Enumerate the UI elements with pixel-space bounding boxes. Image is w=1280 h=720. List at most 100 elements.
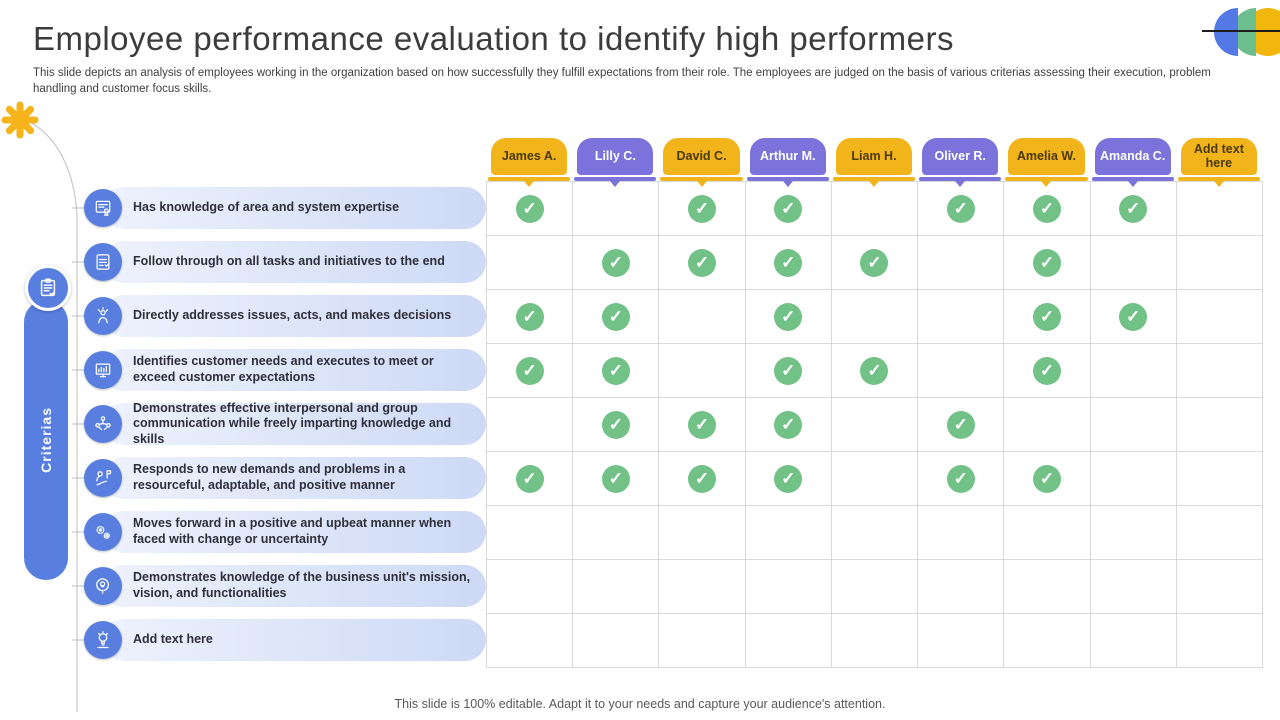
grid-cell — [831, 398, 919, 452]
header-pointer-icon — [610, 181, 621, 187]
employee-name-tab: Amelia W. — [1008, 138, 1085, 175]
grid-cell: ✓ — [1090, 290, 1177, 344]
grid-cell: ✓ — [745, 344, 832, 398]
check-icon: ✓ — [774, 194, 803, 223]
check-icon: ✓ — [946, 410, 975, 439]
grid-cell — [1090, 398, 1177, 452]
grid-cell — [918, 344, 1005, 398]
grid-cell — [1004, 614, 1091, 668]
criteria-label: Responds to new demands and problems in … — [103, 457, 486, 499]
check-icon: ✓ — [601, 248, 630, 277]
header-underline — [746, 177, 829, 181]
check-icon: ✓ — [946, 464, 975, 493]
check-icon: ✓ — [860, 356, 889, 385]
column-header: Amanda C. — [1090, 138, 1176, 187]
grid-cell — [831, 290, 919, 344]
grid-cell — [659, 290, 746, 344]
grid-cell: ✓ — [487, 344, 574, 398]
grid-cell — [659, 506, 746, 560]
criteria-row: Demonstrates knowledge of the business u… — [84, 559, 486, 613]
grid-cell: ✓ — [745, 236, 832, 290]
header-underline — [1005, 177, 1088, 181]
evaluation-grid: ✓ ✓ ✓ ✓ ✓ ✓ ✓ ✓ ✓ ✓ ✓ ✓ ✓ ✓ ✓ ✓ ✓ ✓ ✓ ✓ ✓ ✓ ✓ ✓ ✓ ✓ ✓ ✓ ✓ ✓ ✓ — [486, 181, 1263, 668]
criteria-row: Follow through on all tasks and initiati… — [84, 235, 486, 289]
employee-name-tab: Lilly C. — [577, 138, 654, 175]
grid-cell — [487, 560, 574, 614]
header-pointer-icon — [955, 181, 966, 187]
grid-cell — [1090, 506, 1177, 560]
header-underline — [488, 177, 571, 181]
grid-cell — [831, 452, 919, 506]
grid-cell: ✓ — [1004, 182, 1091, 236]
grid-cell: ✓ — [1004, 290, 1091, 344]
grid-cell — [1176, 398, 1263, 452]
certificate-icon — [84, 189, 122, 227]
header-pointer-icon — [1213, 181, 1224, 187]
grid-cell: ✓ — [1090, 182, 1177, 236]
grid-cell: ✓ — [1004, 344, 1091, 398]
grid-cell — [1176, 290, 1263, 344]
grid-cell — [1176, 182, 1263, 236]
header-pointer-icon — [868, 181, 879, 187]
starburst-icon — [1, 101, 39, 139]
column-header: Lilly C. — [572, 138, 658, 187]
mission-bulb-icon — [84, 567, 122, 605]
brand-logo — [1202, 8, 1280, 56]
check-icon: ✓ — [774, 248, 803, 277]
task-check-icon — [84, 243, 122, 281]
check-icon: ✓ — [515, 464, 544, 493]
grid-cell — [1090, 560, 1177, 614]
grid-cell — [918, 290, 1005, 344]
grid-cell — [487, 614, 574, 668]
criteria-label: Demonstrates effective interpersonal and… — [103, 401, 486, 446]
grid-cell: ✓ — [831, 344, 919, 398]
grid-cell: ✓ — [1004, 236, 1091, 290]
grid-cell — [573, 182, 660, 236]
grid-cell — [1176, 506, 1263, 560]
grid-cell — [1004, 506, 1091, 560]
grid-cell: ✓ — [659, 236, 746, 290]
grid-cell — [487, 506, 574, 560]
add-text-placeholder-column[interactable]: Add text here — [1180, 138, 1257, 175]
grid-cell: ✓ — [573, 236, 660, 290]
check-icon: ✓ — [1032, 464, 1061, 493]
header-underline — [660, 177, 743, 181]
grid-cell — [1176, 452, 1263, 506]
adaptability-icon — [84, 459, 122, 497]
grid-cell — [918, 236, 1005, 290]
header-pointer-icon — [1127, 181, 1138, 187]
criteria-label: Directly addresses issues, acts, and mak… — [103, 295, 486, 337]
grid-cell — [918, 506, 1005, 560]
grid-cell: ✓ — [745, 182, 832, 236]
grid-cell: ✓ — [487, 182, 574, 236]
grid-cell: ✓ — [745, 452, 832, 506]
check-icon: ✓ — [688, 194, 717, 223]
check-icon: ✓ — [774, 464, 803, 493]
grid-cell — [1090, 452, 1177, 506]
grid-cell — [487, 398, 574, 452]
grid-cell: ✓ — [573, 344, 660, 398]
column-header: Oliver R. — [917, 138, 1003, 187]
grid-cell — [1176, 614, 1263, 668]
criteria-row: Add text here — [84, 613, 486, 667]
footer-note: This slide is 100% editable. Adapt it to… — [394, 697, 886, 711]
check-icon: ✓ — [860, 248, 889, 277]
add-text-placeholder-row[interactable]: Add text here — [103, 619, 486, 661]
grid-cell — [1176, 236, 1263, 290]
grid-cell — [659, 560, 746, 614]
employee-name-tab: Arthur M. — [749, 138, 826, 175]
sidebar-label: Criterias — [38, 407, 54, 473]
employee-name-tab: Liam H. — [835, 138, 913, 175]
group-communication-icon — [84, 405, 122, 443]
grid-cell: ✓ — [745, 290, 832, 344]
header-pointer-icon — [696, 181, 707, 187]
grid-cell: ✓ — [918, 182, 1005, 236]
employee-name-tab: Oliver R. — [922, 138, 999, 175]
check-icon: ✓ — [515, 356, 544, 385]
grid-cell — [831, 614, 919, 668]
grid-cell — [918, 560, 1005, 614]
grid-cell: ✓ — [573, 452, 660, 506]
check-icon: ✓ — [688, 248, 717, 277]
check-icon: ✓ — [1119, 302, 1148, 331]
